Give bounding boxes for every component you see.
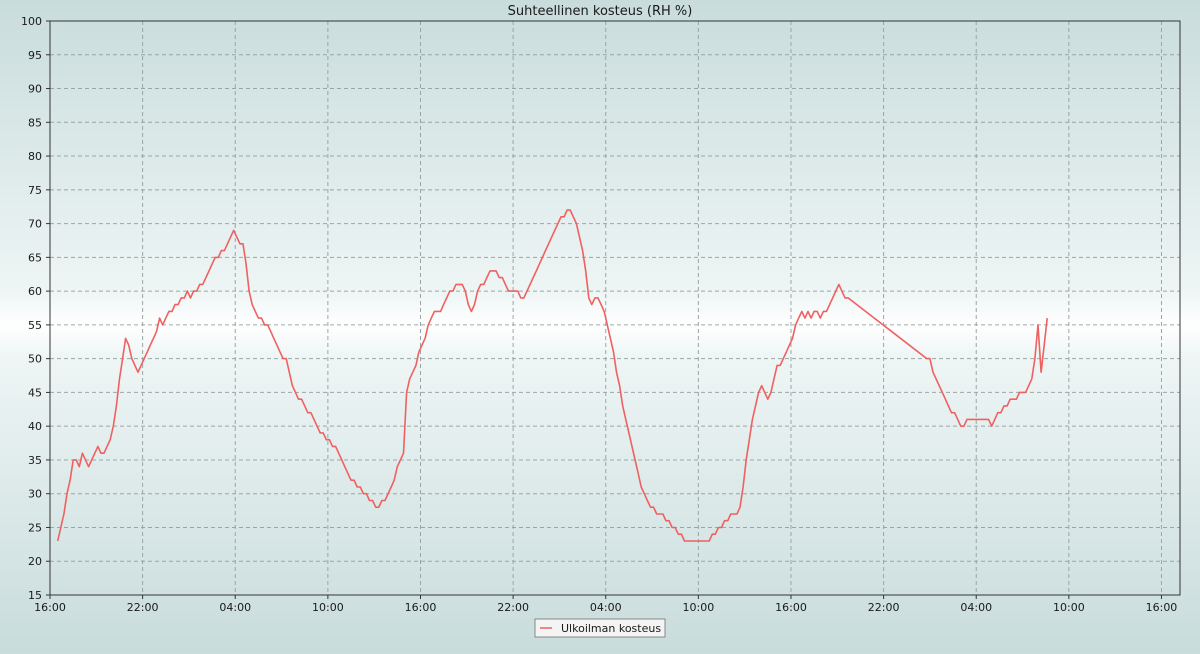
- y-tick-label: 40: [28, 420, 42, 433]
- x-tick-label: 16:00: [775, 601, 807, 614]
- y-tick-label: 50: [28, 353, 42, 366]
- grid-lines: [50, 21, 1180, 595]
- y-tick-label: 30: [28, 488, 42, 501]
- x-tick-label: 16:00: [1146, 601, 1178, 614]
- x-tick-label: 22:00: [127, 601, 159, 614]
- y-tick-label: 15: [28, 589, 42, 602]
- y-tick-label: 55: [28, 319, 42, 332]
- y-tick-label: 25: [28, 521, 42, 534]
- y-tick-label: 35: [28, 454, 42, 467]
- y-tick-label: 20: [28, 555, 42, 568]
- x-axis: 16:00 22:00 04:00 10:00 16:00 22:00 04:00 10:00…: [34, 595, 1177, 614]
- x-tick-label: 04:00: [960, 601, 992, 614]
- x-tick-label: 04:00: [219, 601, 251, 614]
- y-tick-label: 70: [28, 218, 42, 231]
- x-tick-label: 22:00: [868, 601, 900, 614]
- plot-frame: [49, 20, 1181, 596]
- y-tick-label: 75: [28, 184, 42, 197]
- y-tick-label: 65: [28, 251, 42, 264]
- chart-title: Suhteellinen kosteus (RH %): [508, 4, 693, 19]
- x-tick-label: 04:00: [590, 601, 622, 614]
- x-tick-label: 10:00: [1053, 601, 1085, 614]
- y-tick-label: 95: [28, 49, 42, 62]
- series-layer: [56, 209, 1048, 542]
- x-tick-label: 16:00: [34, 601, 66, 614]
- x-tick-label: 22:00: [497, 601, 529, 614]
- y-tick-label: 85: [28, 116, 42, 129]
- x-tick-label: 16:00: [405, 601, 437, 614]
- y-tick-label: 60: [28, 285, 42, 298]
- y-tick-label: 90: [28, 83, 42, 96]
- x-tick-label: 10:00: [312, 601, 344, 614]
- legend-box: [534, 618, 666, 638]
- x-tick-label: 10:00: [683, 601, 715, 614]
- y-axis: 15 20 25 30 35 40 45 50 55 60 65 70 75 80 85 90 95 100: [21, 15, 50, 602]
- y-tick-label: 45: [28, 386, 42, 399]
- legend: Ulkoilman kosteus: [534, 618, 666, 638]
- y-tick-label: 80: [28, 150, 42, 163]
- legend-label: Ulkoilman kosteus: [561, 622, 661, 635]
- series-line-0: [56, 209, 1048, 542]
- y-tick-label: 100: [21, 15, 42, 28]
